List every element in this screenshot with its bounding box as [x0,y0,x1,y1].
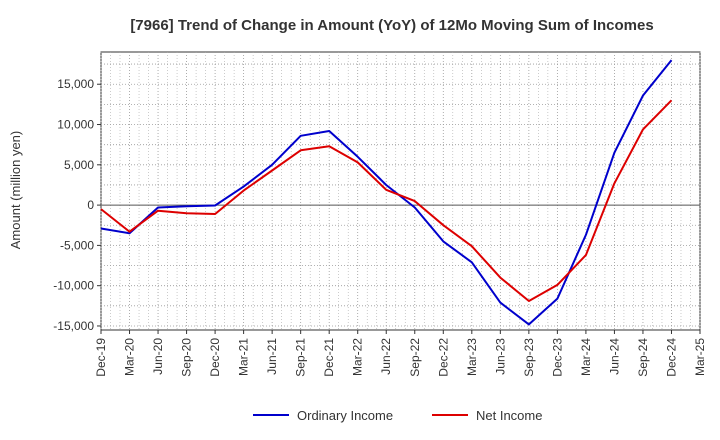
x-tick-label: Dec-19 [94,338,108,377]
y-tick-label: 10,000 [57,118,94,132]
x-tick-label: Sep-21 [294,338,308,377]
x-tick-label: Sep-20 [180,338,194,377]
x-tick-label: Sep-22 [408,338,422,377]
legend-ordinary-income-label: Ordinary Income [297,408,393,423]
x-tick-label: Dec-22 [436,338,450,377]
x-tick-label: Dec-23 [550,338,564,377]
x-tick-label: Mar-24 [579,338,593,376]
x-tick-label: Mar-21 [237,338,251,376]
series-line-net-income [100,99,673,302]
x-tick-label: Dec-20 [208,338,222,377]
x-tick-label: Dec-21 [322,338,336,377]
plot-frame [100,51,701,331]
y-tick-label: 15,000 [57,77,94,91]
x-tick-label: Jun-23 [493,338,507,375]
x-tick-label: Mar-22 [351,338,365,376]
legend-net-income-label: Net Income [476,408,542,423]
y-tick-label: -15,000 [53,319,94,333]
legend: Ordinary Income Net Income [253,408,542,423]
x-tick-label: Dec-24 [664,338,678,377]
x-tick-label: Sep-24 [636,338,650,377]
x-tick-label: Mar-23 [465,338,479,376]
x-tick-label: Jun-24 [607,338,621,375]
y-tick-label: -10,000 [53,279,94,293]
x-tick-label: Jun-21 [265,338,279,375]
y-axis-label: Amount (million yen) [8,131,23,250]
x-tick-label: Jun-20 [151,338,165,375]
y-tick-label: 0 [87,198,94,212]
y-tick-label: -5,000 [60,238,94,252]
y-tick-label: 5,000 [64,158,94,172]
x-tick-label: Mar-20 [123,338,137,376]
chart-title: [7966] Trend of Change in Amount (YoY) o… [130,17,653,34]
plot-area: -15,000 -10,000 -5,000 0 5,000 10,000 15,000 De… [53,51,707,377]
x-tick-label: Jun-22 [379,338,393,375]
x-tick-label: Mar-25 [693,338,707,376]
series-line-ordinary-income [100,59,673,326]
x-tick-label: Sep-23 [522,338,536,377]
